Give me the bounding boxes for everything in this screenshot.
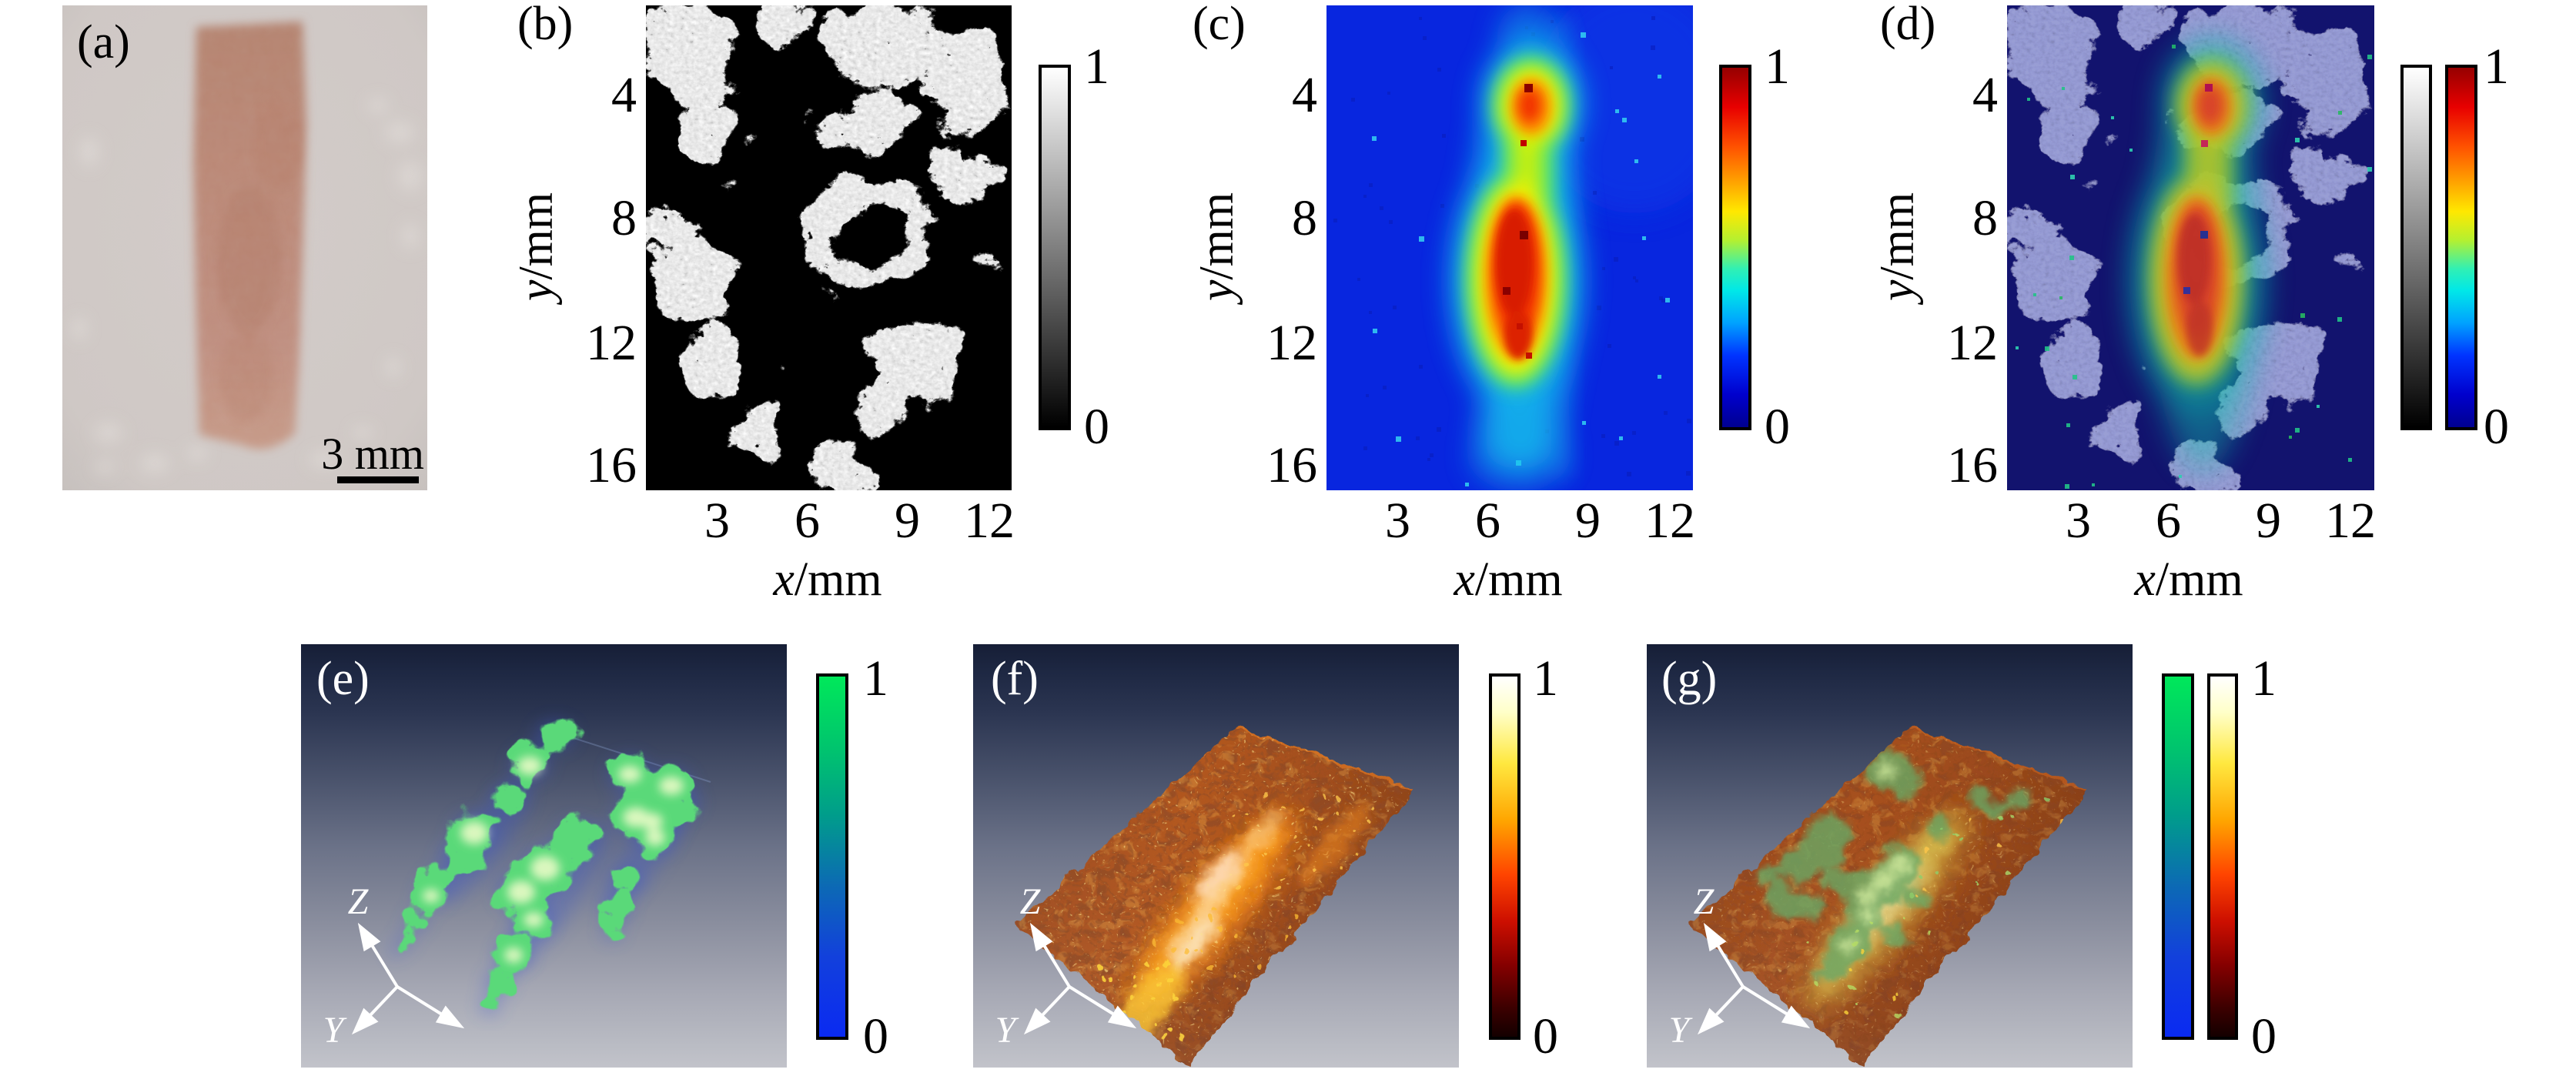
- svg-text:Z: Z: [348, 881, 370, 922]
- svg-text:Y: Y: [323, 1010, 347, 1051]
- svg-text:Z: Z: [1020, 881, 1042, 922]
- svg-text:Y: Y: [995, 1010, 1019, 1051]
- svg-text:Y: Y: [1669, 1010, 1693, 1051]
- svg-text:Z: Z: [1694, 881, 1715, 922]
